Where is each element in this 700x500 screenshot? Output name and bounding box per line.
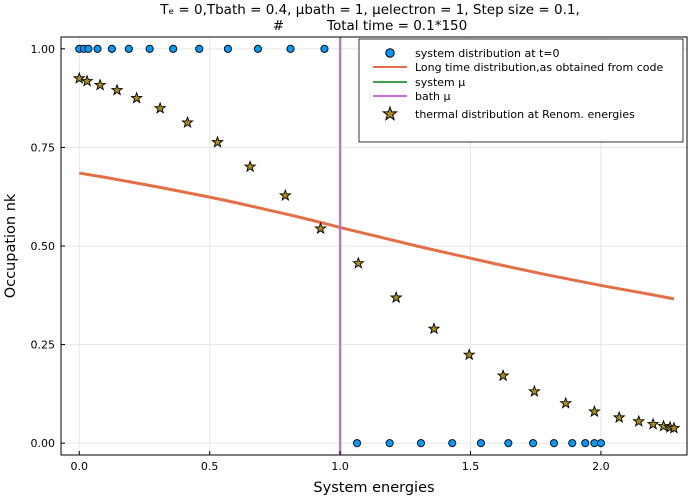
scatter-point-t0 [253, 44, 262, 53]
legend-marker-star [381, 105, 399, 121]
star-point-thermal [462, 348, 476, 361]
chart-title-line-1: Tₑ = 0,Tbath = 0.4, μbath = 1, μelectron… [159, 2, 580, 18]
star-point-thermal [528, 384, 541, 397]
y-axis-label: Occupation nk [3, 193, 19, 298]
y-tick-label: 0.75 [31, 141, 56, 154]
scatter-point-t0 [504, 439, 513, 448]
star-point-thermal [496, 369, 510, 382]
scatter-point-t0 [195, 44, 204, 53]
scatter-point-t0 [320, 44, 329, 53]
legend-label: thermal distribution at Renom. energies [415, 108, 635, 121]
legend-label: Long time distribution,as obtained from … [415, 61, 664, 74]
y-tick-label: 0.25 [31, 339, 56, 352]
star-point-thermal [667, 421, 681, 434]
x-tick-label: 0.0 [71, 460, 89, 473]
scatter-point-t0 [416, 439, 426, 448]
star-point-thermal [587, 404, 601, 418]
scatter-point-t0 [223, 44, 232, 53]
scatter-point-t0 [169, 44, 178, 53]
chart-title-line-2: # Total time = 0.1*150 [273, 18, 467, 34]
star-point-thermal [93, 78, 107, 91]
scatter-point-t0 [568, 439, 577, 448]
legend-box [358, 38, 684, 143]
scatter-point-t0 [549, 439, 559, 448]
star-point-thermal [314, 221, 327, 235]
star-point-thermal [646, 417, 660, 430]
star-point-thermal [559, 396, 573, 409]
star-point-thermal [110, 83, 124, 96]
series-line-long-time [79, 171, 675, 301]
star-point-thermal [80, 74, 94, 87]
scatter-point-t0 [93, 44, 102, 53]
star-point-thermal [389, 290, 403, 304]
scatter-point-t0 [84, 44, 93, 53]
star-point-thermal [657, 419, 670, 432]
scatter-point-t0 [286, 44, 295, 53]
scatter-point-t0 [448, 439, 457, 448]
y-tick-label: 0.50 [31, 240, 56, 253]
scatter-point-t0 [107, 44, 116, 53]
star-point-thermal [278, 188, 292, 201]
star-point-thermal [72, 71, 86, 84]
star-point-thermal [243, 160, 257, 173]
scatter-point-t0 [385, 439, 394, 448]
x-tick-label: 0.5 [201, 460, 219, 473]
star-point-thermal [211, 135, 224, 148]
legend-label: system μ [415, 76, 465, 89]
star-point-thermal [612, 410, 626, 423]
legend-marker-circle [385, 48, 395, 58]
star-point-thermal [130, 91, 144, 104]
star-point-thermal [351, 256, 365, 269]
y-tick-label: 0.00 [31, 437, 56, 450]
x-axis-label: System energies [313, 480, 434, 496]
x-tick-label: 2.0 [592, 460, 610, 473]
x-tick-label: 1.5 [462, 460, 480, 473]
scatter-point-t0 [145, 44, 154, 53]
y-tick-label: 1.00 [31, 43, 56, 56]
x-tick-label: 1.0 [331, 460, 349, 473]
scatter-point-t0 [596, 439, 605, 448]
plot-area [72, 37, 681, 455]
axis-ticks: 0.0 0.5 1.0 1.5 2.0 0.00 0.25 0.50 0.75 1.00 [31, 43, 610, 473]
legend-label: bath μ [415, 90, 451, 103]
star-point-thermal [427, 322, 441, 335]
scatter-point-t0 [124, 44, 133, 53]
scatter-point-t0 [529, 439, 538, 448]
star-point-thermal [153, 101, 167, 114]
star-point-thermal [632, 414, 646, 427]
scatter-point-t0 [581, 439, 590, 448]
scatter-point-t0 [476, 439, 485, 448]
legend-label: system distribution at t=0 [415, 47, 560, 60]
scatter-point-t0 [352, 439, 362, 448]
star-point-thermal [181, 115, 194, 129]
